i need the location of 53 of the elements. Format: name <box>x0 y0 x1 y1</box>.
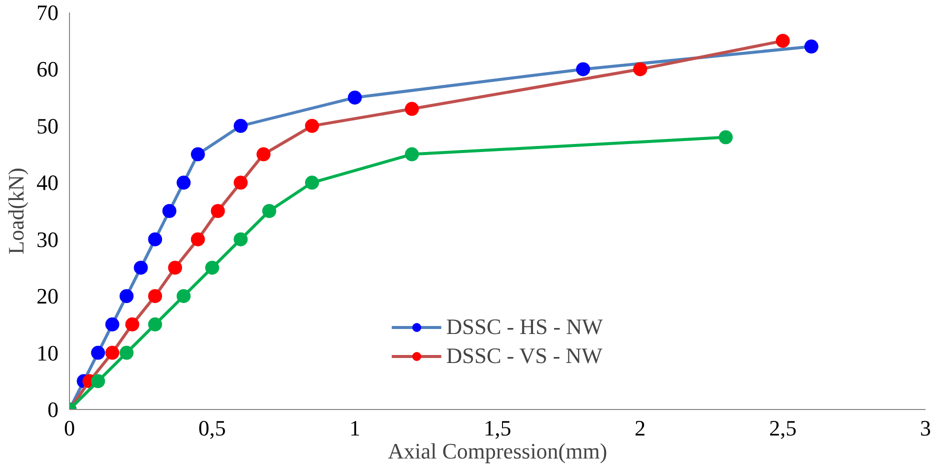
point <box>210 204 225 218</box>
point <box>633 62 648 76</box>
y-tick-label: 40 <box>36 170 58 196</box>
point <box>404 102 419 116</box>
point <box>718 130 733 144</box>
x-tick-label: 0 <box>64 416 75 440</box>
point <box>776 34 790 48</box>
x-tick-label: 1,5 <box>484 416 512 440</box>
point <box>120 289 134 304</box>
y-tick-label: 50 <box>36 113 58 138</box>
point <box>91 346 106 360</box>
point <box>348 90 362 105</box>
legend-label: DSSC - HS - NW <box>446 314 603 340</box>
x-axis-title: Axial Compression(mm) <box>388 438 608 464</box>
point <box>256 147 271 162</box>
point <box>125 317 140 332</box>
y-tick-label: 30 <box>36 226 58 252</box>
point <box>234 118 248 133</box>
point <box>234 232 248 246</box>
point <box>105 317 120 332</box>
point <box>148 232 162 246</box>
y-tick-label: 70 <box>36 0 58 25</box>
x-tick-label: 3 <box>920 416 931 440</box>
point <box>576 62 590 76</box>
y-tick-label: 20 <box>36 284 58 309</box>
point <box>305 176 320 190</box>
point <box>804 40 818 54</box>
x-tick-label: 2,5 <box>769 416 797 440</box>
y-axis-title: Load(kN) <box>4 168 28 254</box>
point <box>190 232 205 246</box>
y-tick-label: 10 <box>36 340 58 366</box>
point <box>190 147 205 162</box>
point <box>91 374 106 388</box>
y-tick-label: 60 <box>36 56 58 82</box>
x-tick-label: 1 <box>349 416 360 440</box>
point <box>134 260 148 275</box>
x-tick-label: 2 <box>634 416 646 440</box>
legend-label: DSSC - VS - NW <box>446 343 602 369</box>
point <box>105 346 120 360</box>
point <box>205 260 220 275</box>
point <box>168 260 182 275</box>
point <box>176 289 191 304</box>
point <box>162 204 176 218</box>
point <box>305 118 320 133</box>
y-tick-label: 0 <box>48 397 58 422</box>
x-tick-label: 0,5 <box>198 416 226 440</box>
point <box>148 289 162 304</box>
point <box>404 147 419 162</box>
point <box>234 176 248 190</box>
point <box>176 176 191 190</box>
point <box>148 317 162 332</box>
point <box>120 346 134 360</box>
point <box>262 204 276 218</box>
